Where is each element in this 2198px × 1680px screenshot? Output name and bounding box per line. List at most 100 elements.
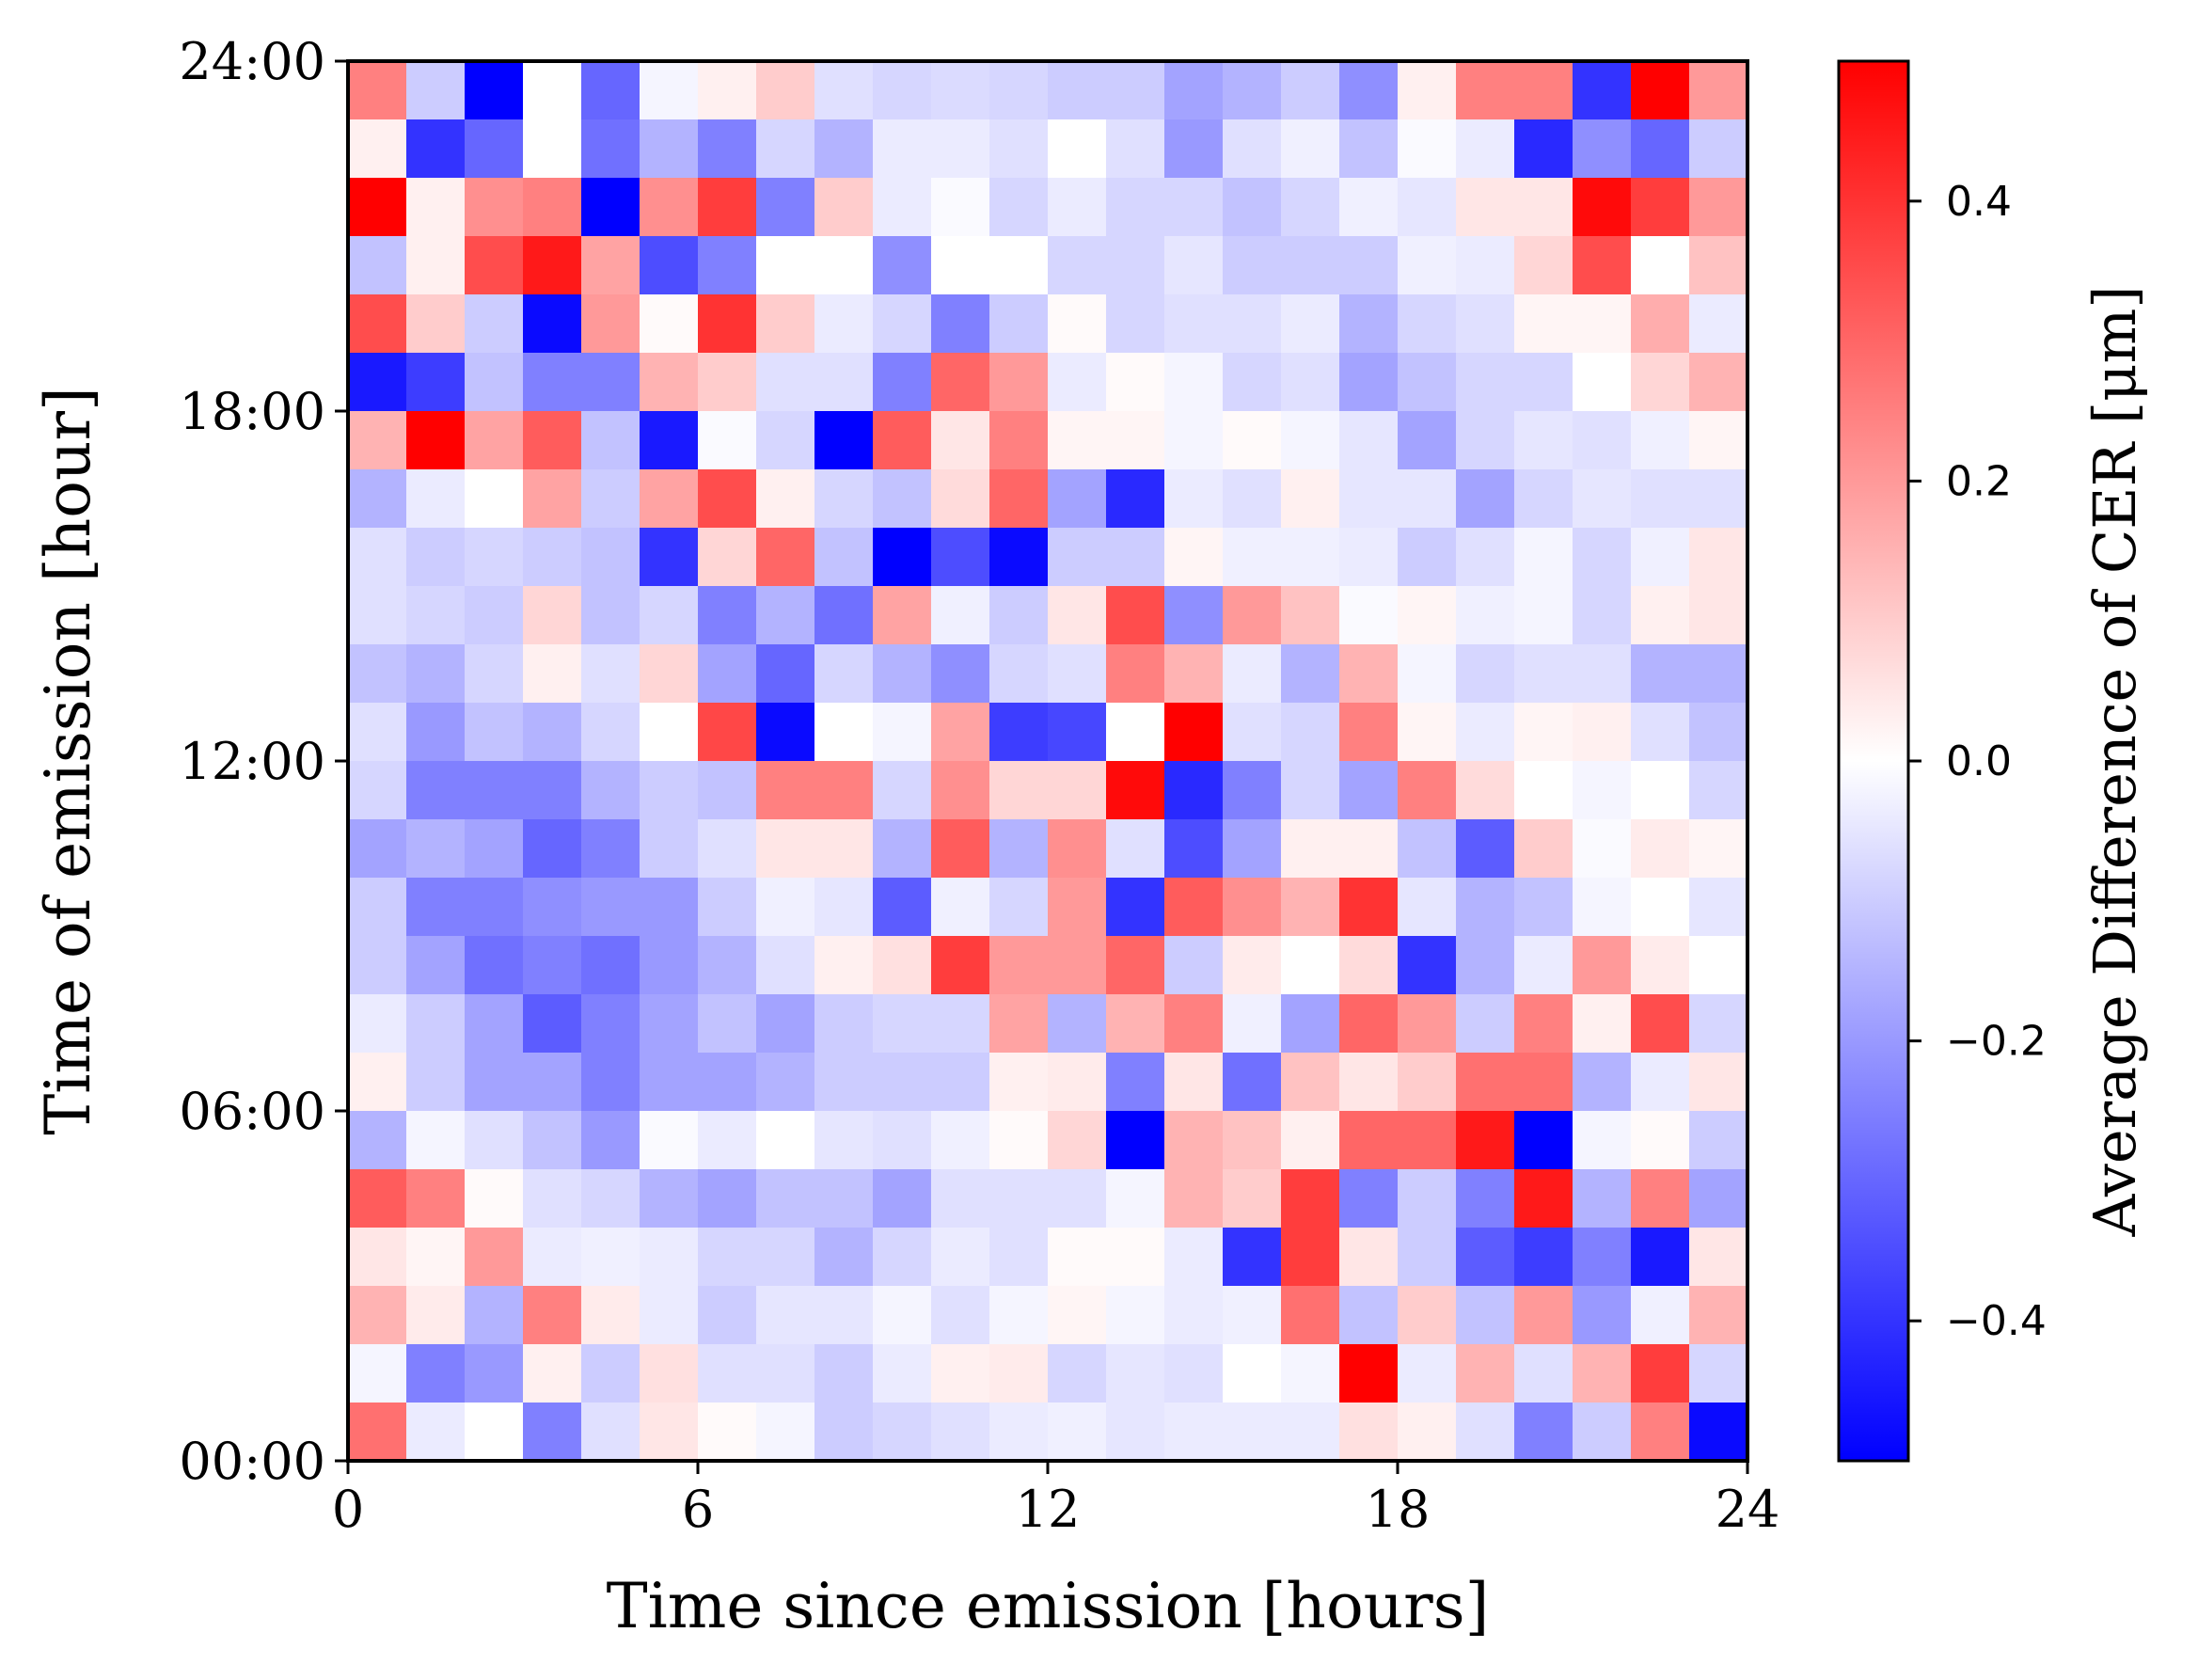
heatmap-cell <box>698 119 757 179</box>
heatmap-cell <box>406 586 466 645</box>
heatmap-cell <box>465 1228 524 1287</box>
heatmap-cell <box>1223 761 1282 820</box>
heatmap-cell <box>465 294 524 354</box>
y-tick-label: 12:00 <box>179 732 325 791</box>
heatmap-cell <box>756 1403 815 1462</box>
y-axis-label: Time of emission [hour] <box>32 387 104 1135</box>
heatmap-cell <box>1048 1344 1107 1403</box>
heatmap-cell <box>523 119 582 179</box>
heatmap-cell <box>640 353 699 412</box>
heatmap-cell <box>989 61 1049 120</box>
heatmap-cell <box>1514 469 1573 529</box>
heatmap-cell <box>1281 411 1340 470</box>
heatmap-cell <box>1048 936 1107 995</box>
heatmap-cell <box>1573 294 1632 354</box>
heatmap-cell <box>581 1344 640 1403</box>
heatmap-cell <box>581 61 640 120</box>
heatmap-cell <box>1048 294 1107 354</box>
heatmap-cell <box>581 353 640 412</box>
heatmap-cell <box>1281 1403 1340 1462</box>
heatmap-cell <box>640 178 699 237</box>
heatmap-cell <box>640 878 699 937</box>
heatmap-cell <box>640 936 699 995</box>
heatmap-cell <box>989 703 1049 762</box>
heatmap-cell <box>1048 353 1107 412</box>
heatmap-cell <box>698 936 757 995</box>
heatmap-cell <box>756 353 815 412</box>
heatmap-cell <box>1573 119 1632 179</box>
heatmap-cell <box>465 236 524 295</box>
heatmap-cell <box>931 994 990 1054</box>
heatmap-cell <box>1398 703 1457 762</box>
heatmap-cell <box>1048 1111 1107 1170</box>
heatmap-cell <box>698 1286 757 1345</box>
heatmap-cell <box>814 819 874 879</box>
heatmap-cell <box>406 294 466 354</box>
heatmap-cell <box>814 119 874 179</box>
heatmap-cell <box>1573 178 1632 237</box>
heatmap-cell <box>406 236 466 295</box>
heatmap-cell <box>523 1228 582 1287</box>
heatmap-cell <box>1398 236 1457 295</box>
heatmap-cell <box>1631 1344 1690 1403</box>
heatmap-cell <box>1048 528 1107 587</box>
heatmap-cell <box>406 936 466 995</box>
heatmap-cell <box>756 819 815 879</box>
heatmap-cell <box>348 761 407 820</box>
heatmap-cell <box>1573 469 1632 529</box>
heatmap-cell <box>1164 61 1224 120</box>
heatmap-cell <box>1573 1053 1632 1112</box>
heatmap-cell <box>348 411 407 470</box>
heatmap-cell <box>698 878 757 937</box>
heatmap-cell <box>1689 178 1748 237</box>
heatmap-cell <box>640 586 699 645</box>
heatmap-cell <box>1164 936 1224 995</box>
heatmap-cell <box>1514 236 1573 295</box>
heatmap-cell <box>1398 1286 1457 1345</box>
heatmap-cell <box>1164 294 1224 354</box>
heatmap-cell <box>581 819 640 879</box>
heatmap-cell <box>1281 586 1340 645</box>
heatmap-cell <box>1631 61 1690 120</box>
heatmap-cell <box>1573 878 1632 937</box>
heatmap-cell <box>465 1286 524 1345</box>
heatmap-cell <box>1339 236 1399 295</box>
heatmap-cell <box>1048 703 1107 762</box>
heatmap-cell <box>1106 294 1165 354</box>
heatmap-cell <box>1048 1169 1107 1228</box>
heatmap-cell <box>406 353 466 412</box>
heatmap-cell <box>1456 586 1515 645</box>
heatmap-cell <box>1573 528 1632 587</box>
heatmap-cell <box>348 236 407 295</box>
colorbar-tick-label: 0.4 <box>1946 178 2012 226</box>
y-tick-label: 24:00 <box>179 32 325 91</box>
heatmap-cell <box>698 994 757 1054</box>
heatmap-cell <box>640 1344 699 1403</box>
heatmap-cell <box>1514 119 1573 179</box>
heatmap-cell <box>1106 1169 1165 1228</box>
heatmap-cell <box>873 936 932 995</box>
heatmap-cell <box>1048 644 1107 704</box>
heatmap-cell <box>1106 644 1165 704</box>
heatmap-cell <box>1456 936 1515 995</box>
heatmap-cell <box>465 586 524 645</box>
heatmap-cell <box>1223 528 1282 587</box>
heatmap-cell <box>1398 761 1457 820</box>
heatmap-cell <box>873 1286 932 1345</box>
heatmap-cell <box>873 411 932 470</box>
heatmap-cell <box>348 119 407 179</box>
heatmap-cell <box>756 1169 815 1228</box>
heatmap-cell <box>1689 1344 1748 1403</box>
heatmap-cell <box>1456 353 1515 412</box>
heatmap-cell <box>1164 119 1224 179</box>
colorbar-tick-label: −0.2 <box>1946 1018 2047 1066</box>
heatmap-cell <box>406 994 466 1054</box>
heatmap-cell <box>581 236 640 295</box>
heatmap-cell <box>1456 819 1515 879</box>
heatmap-cell <box>1048 878 1107 937</box>
heatmap-cell <box>1164 761 1224 820</box>
heatmap-cell <box>814 528 874 587</box>
heatmap-cell <box>756 761 815 820</box>
heatmap-cell <box>1106 761 1165 820</box>
heatmap-cell <box>640 644 699 704</box>
